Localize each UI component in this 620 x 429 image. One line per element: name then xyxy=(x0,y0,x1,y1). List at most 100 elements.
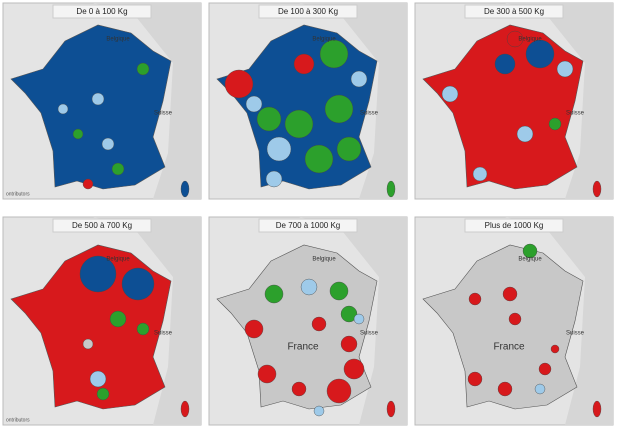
attribution: ontributors xyxy=(6,191,30,197)
corsica xyxy=(592,400,602,418)
department-group xyxy=(497,381,513,397)
map-panel: Belgique Suisse De 500 à 700 Kg ontributors xyxy=(2,216,202,426)
department-group xyxy=(284,109,314,139)
department-group xyxy=(550,344,560,354)
place-label: Suisse xyxy=(360,331,379,337)
department-group xyxy=(326,378,352,404)
place-label: Suisse xyxy=(360,111,379,117)
place-label: Belgique xyxy=(312,257,336,263)
title-box xyxy=(464,218,564,233)
department-group xyxy=(353,313,365,325)
department-group xyxy=(101,137,115,151)
title-box xyxy=(258,218,358,233)
title-box xyxy=(464,4,564,19)
france-map: Belgique Suisse xyxy=(10,244,190,418)
department-group xyxy=(256,106,282,132)
department-group xyxy=(79,255,117,293)
place-label: France xyxy=(493,342,525,353)
department-group xyxy=(506,30,524,48)
panel-title: De 700 à 1000 Kg xyxy=(276,221,341,230)
department-group xyxy=(311,316,327,332)
department-group xyxy=(522,243,538,259)
department-group xyxy=(534,383,546,395)
corsica xyxy=(180,180,190,198)
department-group xyxy=(336,136,362,162)
place-label: Belgique xyxy=(518,37,542,43)
place-label: Suisse xyxy=(566,331,585,337)
map-panel: Belgique Suisse De 0 à 100 Kg ontributors xyxy=(2,2,202,200)
department-group xyxy=(538,362,552,376)
department-group xyxy=(468,292,482,306)
land-neighbours xyxy=(93,3,201,199)
department-group xyxy=(136,322,150,336)
department-group xyxy=(340,335,358,353)
france-map: Belgique Suisse France xyxy=(422,243,602,418)
title-box xyxy=(52,4,152,19)
panel-title: De 0 à 100 Kg xyxy=(76,7,127,16)
place-label: Belgique xyxy=(106,257,130,263)
department-group xyxy=(293,53,315,75)
department-group xyxy=(244,319,264,339)
department-group xyxy=(72,128,84,140)
france-map: Belgique Suisse xyxy=(10,24,190,198)
department-group xyxy=(350,70,368,88)
panel-title: De 300 à 500 Kg xyxy=(484,7,544,16)
department-group xyxy=(111,162,125,176)
department-group xyxy=(82,338,94,350)
department-group xyxy=(329,281,349,301)
department-group xyxy=(264,284,284,304)
land-neighbours xyxy=(505,3,613,199)
land-neighbours xyxy=(505,217,613,425)
department-group xyxy=(525,39,555,69)
department-group xyxy=(343,358,365,380)
department-group xyxy=(324,94,354,124)
department-group xyxy=(257,364,277,384)
place-label: Belgique xyxy=(106,37,130,43)
land-neighbours xyxy=(299,3,407,199)
map-panel: Belgique Suisse France Plus de 1000 Kg xyxy=(414,216,614,426)
department-group xyxy=(91,92,105,106)
land-neighbours xyxy=(93,217,201,425)
attribution: ontributors xyxy=(6,417,30,423)
corsica xyxy=(386,400,396,418)
department-group xyxy=(467,371,483,387)
place-label: Suisse xyxy=(566,111,585,117)
department-group xyxy=(300,278,318,296)
department-group xyxy=(516,125,534,143)
department-group xyxy=(508,312,522,326)
place-label: Belgique xyxy=(518,257,542,263)
department-group xyxy=(245,95,263,113)
panel-title: Plus de 1000 Kg xyxy=(485,221,544,230)
department-group xyxy=(304,144,334,174)
france-map: Belgique Suisse xyxy=(216,24,396,198)
department-group xyxy=(89,370,107,388)
department-group xyxy=(57,103,69,115)
place-label: Suisse xyxy=(154,111,173,117)
land-neighbours xyxy=(299,217,407,425)
department-group xyxy=(502,286,518,302)
department-group xyxy=(313,405,325,417)
panel-title: De 500 à 700 Kg xyxy=(72,221,132,230)
department-group xyxy=(548,117,562,131)
department-group xyxy=(82,178,94,190)
department-group xyxy=(265,170,283,188)
map-panel: Belgique Suisse De 100 à 300 Kg xyxy=(208,2,408,200)
france-outline xyxy=(10,24,172,190)
france-map: Belgique Suisse France xyxy=(216,244,396,418)
department-group xyxy=(121,267,155,301)
department-group xyxy=(319,39,349,69)
place-label: France xyxy=(287,342,319,353)
department-group xyxy=(494,53,516,75)
department-group xyxy=(441,85,459,103)
france-map: Belgique Suisse xyxy=(422,24,602,198)
department-group xyxy=(556,60,574,78)
title-box xyxy=(52,218,152,233)
department-group xyxy=(291,381,307,397)
department-group xyxy=(109,310,127,328)
department-group xyxy=(96,387,110,401)
place-label: Belgique xyxy=(312,37,336,43)
department-group xyxy=(472,166,488,182)
department-group xyxy=(136,62,150,76)
corsica xyxy=(180,400,190,418)
